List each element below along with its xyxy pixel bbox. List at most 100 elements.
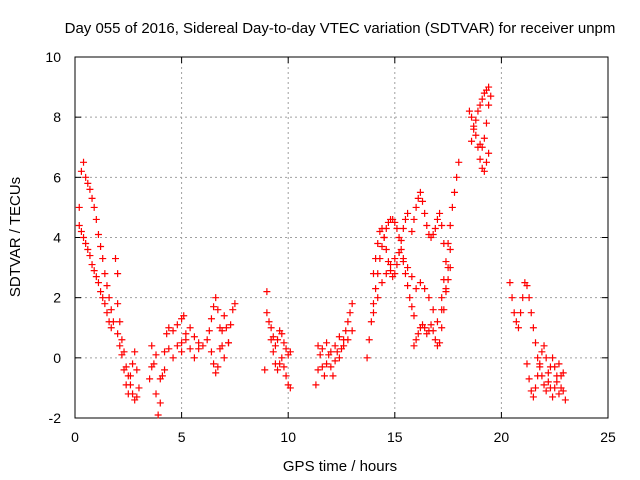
data-point — [472, 131, 480, 139]
data-point — [161, 366, 169, 374]
series-arc-17 — [408, 188, 448, 248]
data-point — [367, 318, 375, 326]
data-point — [529, 324, 537, 332]
data-point — [378, 224, 386, 232]
data-point — [103, 309, 111, 317]
axis-ticks: 0 5 10 15 20 25 -2 0 2 4 6 8 10 — [45, 49, 616, 445]
data-point — [438, 221, 446, 229]
data-point — [77, 167, 85, 175]
series-arc-6 — [148, 336, 203, 383]
data-point — [472, 116, 480, 124]
data-point — [429, 306, 437, 314]
data-point — [559, 369, 567, 377]
data-point — [525, 375, 533, 383]
data-point — [465, 107, 473, 115]
data-point — [84, 179, 92, 187]
x-tick-label: 15 — [387, 429, 403, 445]
data-point — [431, 224, 439, 232]
data-point — [278, 330, 286, 338]
y-tick-label: 10 — [45, 49, 61, 65]
series-arc-1 — [75, 158, 117, 326]
data-point — [205, 327, 213, 335]
data-point — [173, 321, 181, 329]
data-point — [429, 230, 437, 238]
data-point — [80, 158, 88, 166]
data-point — [433, 215, 441, 223]
data-point — [199, 342, 207, 350]
data-point — [118, 336, 126, 344]
y-axis-label: SDTVAR / TECUs — [7, 177, 24, 297]
data-point — [372, 255, 380, 263]
data-point — [90, 203, 98, 211]
data-point — [476, 155, 484, 163]
data-point — [421, 324, 429, 332]
x-tick-label: 0 — [71, 429, 79, 445]
data-point — [274, 336, 282, 344]
data-point — [335, 354, 343, 362]
data-point — [323, 360, 331, 368]
data-point — [222, 324, 230, 332]
data-point — [220, 354, 228, 362]
data-point — [485, 149, 493, 157]
data-point — [485, 83, 493, 91]
series-arc-7 — [178, 312, 233, 377]
data-point — [286, 348, 294, 356]
data-point — [75, 203, 83, 211]
data-point — [318, 363, 326, 371]
data-point — [263, 288, 271, 296]
data-point — [120, 366, 128, 374]
data-point — [214, 306, 222, 314]
data-point — [190, 354, 198, 362]
series-arc-4 — [114, 330, 143, 398]
data-point — [519, 294, 527, 302]
data-point — [312, 381, 320, 389]
data-point — [186, 345, 194, 353]
data-point — [114, 330, 122, 338]
data-point — [410, 312, 418, 320]
data-point — [333, 348, 341, 356]
data-point — [218, 342, 226, 350]
data-point — [529, 393, 537, 401]
y-tick-label: 6 — [53, 169, 61, 185]
data-point — [116, 318, 124, 326]
data-point — [75, 221, 83, 229]
x-axis-label: GPS time / hours — [283, 458, 397, 475]
data-point — [207, 315, 215, 323]
series-arc-19 — [438, 158, 463, 302]
data-point — [267, 324, 275, 332]
data-point — [207, 348, 215, 356]
data-point — [231, 300, 239, 308]
data-point — [369, 300, 377, 308]
series-arc-24 — [538, 354, 567, 398]
series-arc-3 — [112, 255, 141, 404]
series-arc-11 — [312, 300, 356, 389]
data-point — [410, 215, 418, 223]
series-arc-20 — [465, 107, 493, 175]
series-arc-9 — [261, 288, 294, 392]
data-point — [549, 354, 557, 362]
data-point — [180, 312, 188, 320]
series-arc-2 — [75, 221, 115, 332]
data-point — [190, 333, 198, 341]
data-point — [269, 348, 277, 356]
data-point — [126, 372, 134, 380]
data-point — [510, 309, 518, 317]
data-point — [92, 273, 100, 281]
data-point — [369, 309, 377, 317]
data-point — [82, 240, 90, 248]
data-point — [442, 288, 450, 296]
y-tick-label: 2 — [53, 290, 61, 306]
data-point — [344, 318, 352, 326]
data-point — [404, 264, 412, 272]
y-tick-label: 8 — [53, 109, 61, 125]
data-point — [372, 285, 380, 293]
data-point — [146, 375, 154, 383]
data-point — [86, 252, 94, 260]
data-point — [94, 279, 102, 287]
data-point — [527, 387, 535, 395]
data-point — [476, 140, 484, 148]
data-point — [404, 282, 412, 290]
data-point — [84, 246, 92, 254]
data-points — [75, 83, 569, 419]
data-point — [555, 360, 563, 368]
